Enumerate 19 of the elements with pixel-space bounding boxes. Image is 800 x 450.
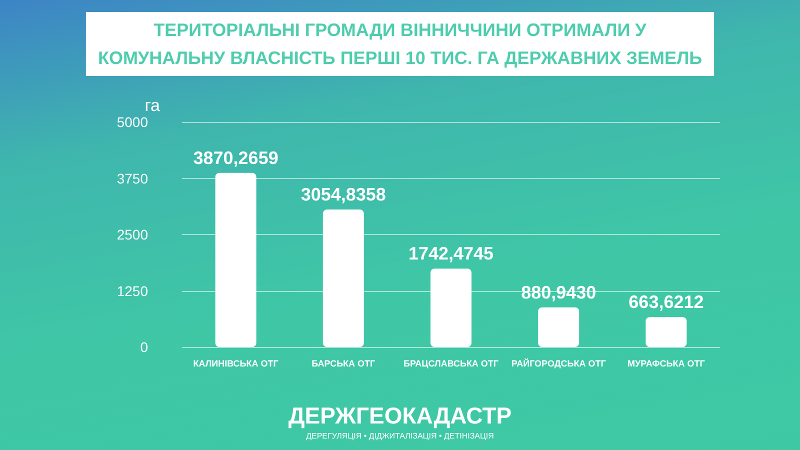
y-tick-label: 1250 xyxy=(116,282,148,299)
y-tick-label: 0 xyxy=(140,339,148,355)
chart-title: ТЕРИТОРІАЛЬНІ ГРОМАДИ ВІННИЧЧИНИ ОТРИМАЛИ У КОМУНАЛЬНУ ВЛАСНІСТЬ ПЕРШІ 10 ТИС. ГА ДЕРЖАВНИХ ЗЕМЕЛЬ xyxy=(98,20,702,68)
text: ДЕРЕГУЛЯЦІЯ • ДІДЖИТАЛІЗАЦІЯ • ДЕТІНІЗАЦІЯ xyxy=(306,432,494,440)
data-label: 1742,4745 xyxy=(408,244,494,264)
text: ДЕРЖГЕОКАДАСТР xyxy=(288,402,512,428)
data-label: 880,9430 xyxy=(521,282,596,302)
y-axis-title: га xyxy=(144,96,161,115)
y-tick-label: 2500 xyxy=(116,226,148,242)
x-tick-label: КАЛИНІВСЬКА ОТГ xyxy=(193,358,278,368)
x-tick-label: БАРСЬКА ОТГ xyxy=(312,358,376,368)
x-tick-label: РАЙГОРОДСЬКА ОТГ xyxy=(511,358,606,368)
y-tick-label: 3750 xyxy=(116,170,148,186)
x-tick-label: МУРАФСЬКА ОТГ xyxy=(628,358,705,368)
y-tick-label: 5000 xyxy=(116,114,148,130)
x-tick-label: БРАЦСЛАВСЬКА ОТГ xyxy=(403,358,499,368)
data-label: 663,6212 xyxy=(628,292,704,312)
data-label: 3870,2659 xyxy=(193,148,278,168)
data-label: 3054,8358 xyxy=(300,184,386,205)
